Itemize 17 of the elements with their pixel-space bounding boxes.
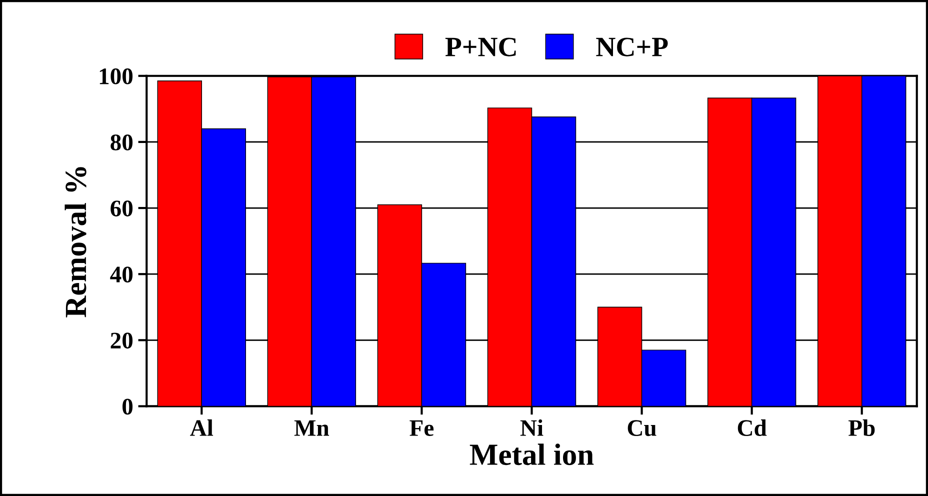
x-tick-label: Fe [410, 420, 434, 436]
y-tick-label: 20 [110, 332, 133, 349]
y-tick-label: 0 [122, 398, 133, 415]
y-tick-label: 80 [110, 134, 133, 150]
y-tick-label: 60 [110, 200, 133, 216]
x-tick-label: Mn [294, 420, 330, 436]
x-tick-label: Pb [848, 419, 875, 436]
x-tick-label: Cd [738, 419, 767, 436]
legend-label: NC+P [596, 38, 668, 56]
x-tick-label: Cu [628, 420, 656, 436]
y-tick-label: 40 [110, 266, 133, 283]
y-axis-title: Removal % [64, 167, 86, 318]
x-tick-label: Ni [520, 419, 544, 436]
y-tick-label: 100 [100, 68, 133, 84]
x-tick-label: Al [190, 419, 214, 436]
x-axis-title: Metal ion [470, 444, 594, 466]
legend-label: P+NC [445, 38, 516, 56]
